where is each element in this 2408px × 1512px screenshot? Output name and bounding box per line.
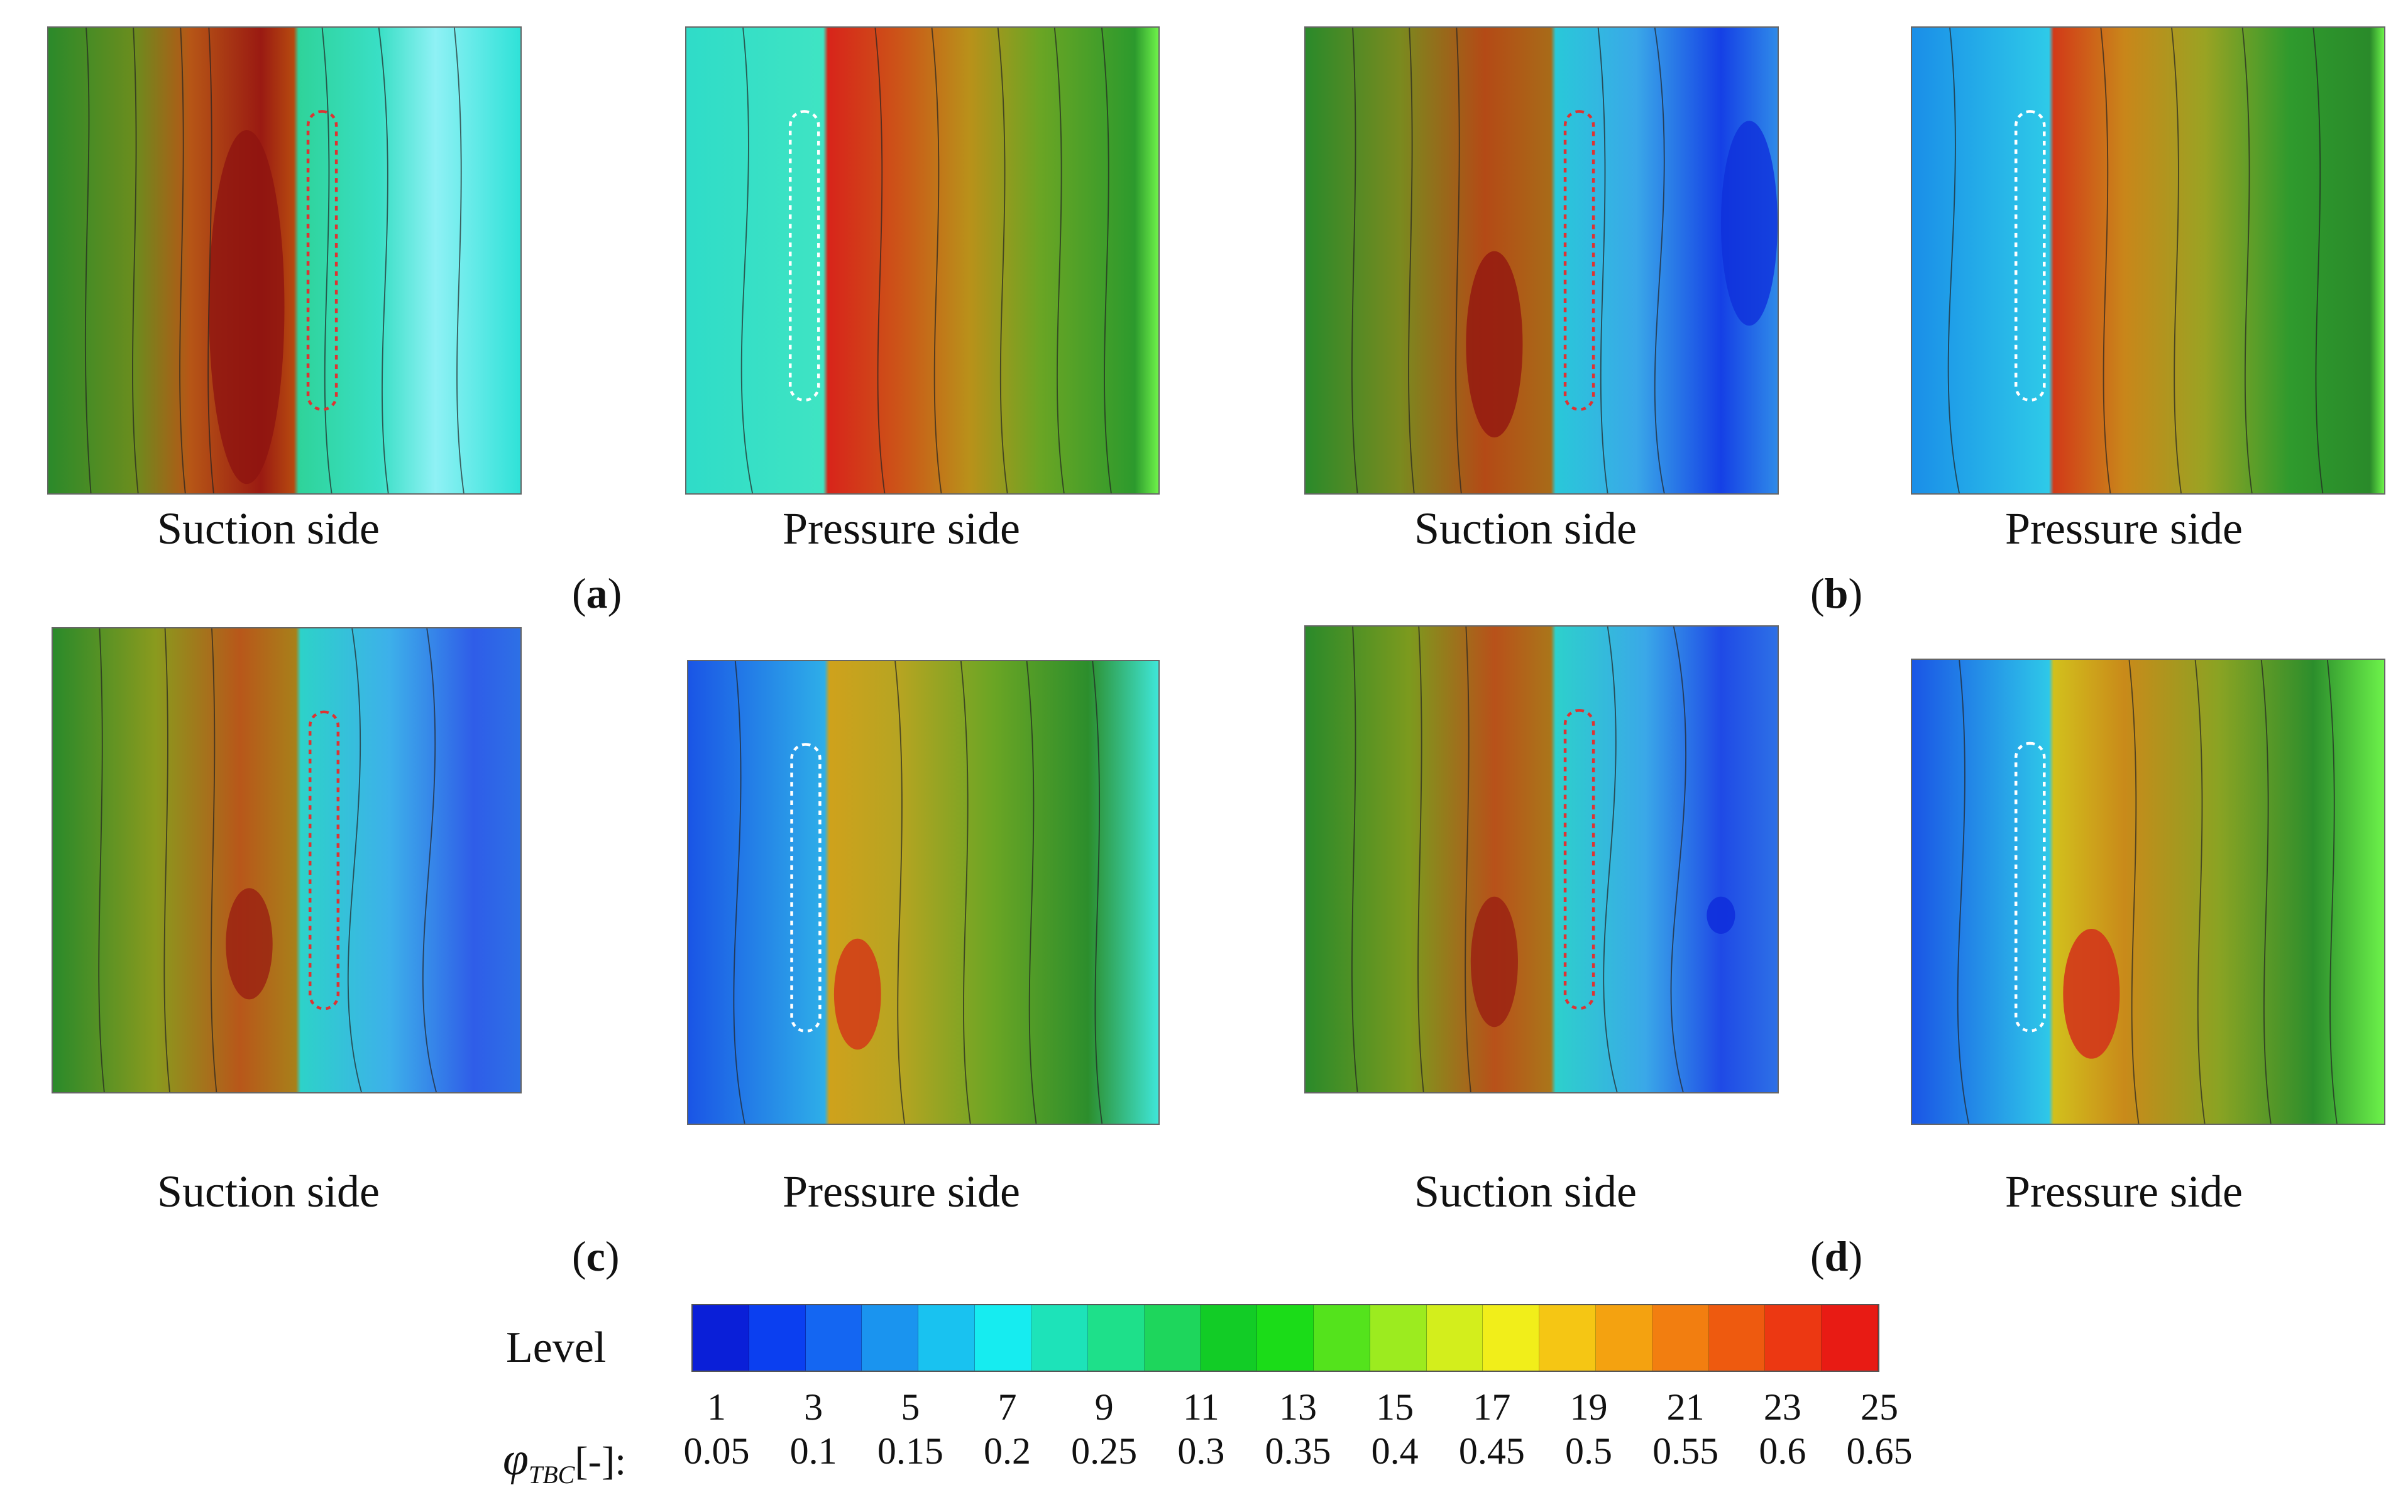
level-tick-label: 15	[1376, 1386, 1414, 1428]
colorbar-cell	[1313, 1305, 1370, 1371]
subfig-b-letter: b	[1824, 569, 1849, 617]
level-tick-label: 3	[804, 1386, 823, 1428]
level-tick-label: 21	[1666, 1386, 1705, 1428]
level-tick-label: 19	[1570, 1386, 1608, 1428]
subfig-c-label: (c)	[572, 1232, 620, 1280]
colorbar-cell	[1708, 1305, 1766, 1371]
phi-symbol: φ	[503, 1433, 529, 1485]
phi-value-tick-label: 0.3	[1177, 1430, 1225, 1472]
subfig-b-label: (b)	[1810, 569, 1863, 617]
panel-a-suction-contour	[47, 26, 522, 495]
phi-tbc-label: φTBC[-]:	[503, 1433, 626, 1489]
phi-value-tick-label: 0.1	[789, 1430, 837, 1472]
phi-value-tick-label: 0.25	[1071, 1430, 1138, 1472]
colorbar-cell	[749, 1305, 806, 1371]
colorbar-cell	[1483, 1305, 1540, 1371]
colorbar-cell	[1201, 1305, 1258, 1371]
phi-value-tick-label: 0.4	[1371, 1430, 1419, 1472]
panel-a-pressure-contour	[685, 26, 1160, 495]
panel-d-suction-label: Suction side	[1414, 1166, 1637, 1217]
panel-b-suction-contour	[1304, 26, 1779, 495]
phi-value-tick-label: 0.6	[1759, 1430, 1806, 1472]
phi-unit: [-]:	[575, 1438, 627, 1483]
colorbar-cell	[805, 1305, 862, 1371]
colorbar-cell	[1765, 1305, 1822, 1371]
subfig-a-label: (a)	[572, 569, 622, 617]
colorbar-cell	[1652, 1305, 1709, 1371]
level-tick-label: 13	[1279, 1386, 1317, 1428]
level-tick-label: 1	[707, 1386, 726, 1428]
level-tick-label: 9	[1094, 1386, 1114, 1428]
subfig-c-letter: c	[586, 1232, 605, 1280]
level-tick-label: 17	[1473, 1386, 1511, 1428]
subfig-d-label: (d)	[1810, 1232, 1863, 1280]
colorbar-cell	[1426, 1305, 1483, 1371]
panel-d-pressure-label: Pressure side	[2005, 1166, 2243, 1217]
legend-title: Level	[506, 1323, 607, 1372]
phi-value-tick-label: 0.05	[683, 1430, 750, 1472]
phi-value-tick-label: 0.65	[1846, 1430, 1913, 1472]
subfig-d-letter: d	[1824, 1232, 1849, 1280]
panel-a-pressure-label: Pressure side	[783, 503, 1020, 554]
level-tick-label: 23	[1763, 1386, 1801, 1428]
panel-d-pressure-contour	[1911, 659, 2385, 1125]
level-tick-label: 7	[998, 1386, 1017, 1428]
colorbar-cell	[975, 1305, 1031, 1371]
phi-value-tick-label: 0.55	[1652, 1430, 1719, 1472]
colorbar-cell	[1596, 1305, 1652, 1371]
level-tick-label: 11	[1182, 1386, 1219, 1428]
colorbar-cell	[1144, 1305, 1201, 1371]
colorbar	[691, 1304, 1879, 1372]
phi-value-tick-label: 0.5	[1565, 1430, 1612, 1472]
phi-value-tick-label: 0.45	[1458, 1430, 1525, 1472]
colorbar-cell	[862, 1305, 919, 1371]
panel-b-pressure-contour	[1911, 26, 2385, 495]
panel-b-pressure-label: Pressure side	[2005, 503, 2243, 554]
colorbar-cell	[1822, 1305, 1879, 1371]
panel-c-pressure-contour	[687, 660, 1160, 1125]
panel-c-pressure-label: Pressure side	[783, 1166, 1020, 1217]
panel-a-suction-label: Suction side	[157, 503, 380, 554]
panel-c-suction-label: Suction side	[157, 1166, 380, 1217]
subfig-a-letter: a	[586, 569, 608, 617]
colorbar-cell	[1031, 1305, 1088, 1371]
level-tick-label: 25	[1861, 1386, 1898, 1428]
phi-value-tick-label: 0.15	[877, 1430, 943, 1472]
level-tick-label: 5	[901, 1386, 920, 1428]
colorbar-cell	[1539, 1305, 1596, 1371]
phi-value-tick-label: 0.2	[984, 1430, 1031, 1472]
phi-subscript: TBC	[528, 1460, 575, 1489]
colorbar-cell	[693, 1305, 749, 1371]
panel-b-suction-label: Suction side	[1414, 503, 1637, 554]
colorbar-cell	[1087, 1305, 1145, 1371]
panel-c-suction-contour	[52, 627, 522, 1093]
phi-value-tick-label: 0.35	[1265, 1430, 1331, 1472]
colorbar-cell	[918, 1305, 976, 1371]
panel-d-suction-contour	[1304, 625, 1779, 1093]
colorbar-cell	[1257, 1305, 1314, 1371]
colorbar-cell	[1370, 1305, 1427, 1371]
